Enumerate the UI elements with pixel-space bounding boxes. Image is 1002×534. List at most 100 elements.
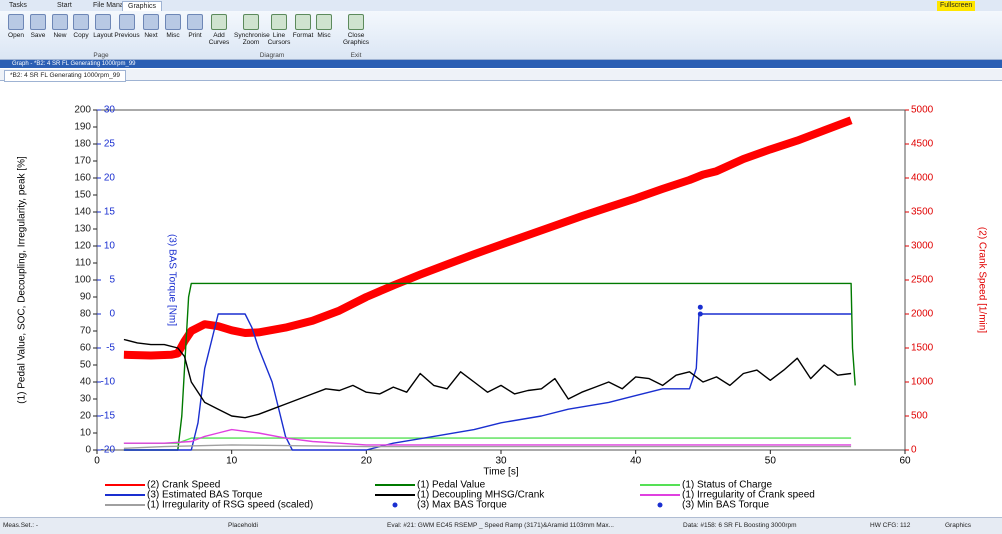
ribbon: Open Save New Copy Layout Previous Next Misc Pri…	[0, 11, 1002, 60]
button-label: Next	[144, 32, 158, 39]
button-label: Line Cursors	[267, 32, 291, 46]
legend-label: (2) Crank Speed	[147, 480, 220, 491]
tick-label: 40	[80, 377, 92, 388]
tick-label: 20	[104, 173, 116, 184]
status-item: Eval: #21: GWM EC45 RSEMP _ Speed Ramp (…	[387, 522, 614, 529]
tick-label: 500	[911, 411, 928, 422]
ribbon-button[interactable]: Next	[138, 14, 164, 39]
tick-label: 150	[74, 190, 91, 201]
tick-label: 10	[104, 241, 116, 252]
tick-label: 2000	[911, 309, 934, 320]
ribbon-group-label: Diagram	[259, 52, 285, 59]
ribbon-button[interactable]: Print	[182, 14, 208, 39]
button-label: Synchronise Zoom	[234, 32, 270, 46]
legend-label: (1) Pedal Value	[417, 480, 486, 491]
x-tick-label: 30	[495, 456, 507, 467]
button-icon	[348, 14, 364, 30]
button-label: Format	[292, 32, 314, 39]
ribbon-button[interactable]: Add Curves	[206, 14, 232, 46]
status-item: Meas.Set.: -	[3, 522, 39, 529]
legend-label: (3) Estimated BAS Torque	[147, 490, 263, 501]
window-title: Graph - *B2: 4 SR FL Generating 1000rpm_…	[0, 60, 1002, 68]
document-tab[interactable]: *B2: 4 SR FL Generating 1000rpm_99	[4, 70, 126, 82]
ribbon-button[interactable]: Previous	[114, 14, 140, 39]
button-icon	[30, 14, 46, 30]
tick-label: 25	[104, 139, 116, 150]
legend-label: (1) Decoupling MHSG/Crank	[417, 490, 545, 501]
ribbon-button[interactable]: Misc	[311, 14, 337, 39]
tab[interactable]: File Manager	[93, 2, 134, 9]
status-item: HW CFG: 112	[870, 522, 911, 529]
tick-label: 180	[74, 139, 91, 150]
button-icon	[119, 14, 135, 30]
series-line	[123, 444, 852, 449]
button-icon	[8, 14, 24, 30]
tick-label: 5	[109, 275, 115, 286]
button-icon	[52, 14, 68, 30]
tab[interactable]: Graphics	[122, 1, 163, 12]
button-icon	[271, 14, 287, 30]
tick-label: 70	[80, 326, 92, 337]
ribbon-group-label: Page	[93, 52, 109, 59]
y3-axis-label: (3) BAS Torque [Nm]	[166, 234, 177, 326]
ribbon-button[interactable]: Copy	[68, 14, 94, 39]
tick-label: 160	[74, 173, 91, 184]
ribbon-button[interactable]: Close Graphics	[343, 14, 369, 46]
tick-label: 5000	[911, 105, 934, 116]
tick-label: 120	[74, 241, 91, 252]
x-tick-label: 20	[361, 456, 373, 467]
tick-label: 1000	[911, 377, 934, 388]
tick-label: 30	[104, 105, 116, 116]
x-axis-label: Time [s]	[483, 467, 518, 478]
tick-label: 50	[80, 360, 92, 371]
tick-label: 110	[75, 258, 91, 269]
tick-label: 130	[74, 224, 91, 235]
ribbon-button[interactable]: Layout	[90, 14, 116, 39]
button-icon	[143, 14, 159, 30]
tick-label: 190	[74, 122, 91, 133]
tick-label: 60	[80, 343, 92, 354]
button-label: Print	[188, 32, 202, 39]
tick-label: 3000	[911, 241, 934, 252]
tick-label: -15	[101, 411, 116, 422]
tick-label: 90	[80, 292, 92, 303]
ribbon-button[interactable]: Save	[25, 14, 51, 39]
legend-label: (3) Min BAS Torque	[682, 500, 770, 511]
button-label: Close Graphics	[343, 32, 370, 46]
ribbon-button[interactable]: Synchronise Zoom	[234, 14, 270, 46]
tick-label: 4000	[911, 173, 934, 184]
tick-label: 4500	[911, 139, 934, 150]
tick-label: 0	[109, 309, 115, 320]
x-tick-label: 50	[765, 456, 777, 467]
tick-label: 30	[80, 394, 92, 405]
ribbon-button[interactable]: Line Cursors	[266, 14, 292, 46]
x-tick-label: 60	[899, 456, 911, 467]
tab-strip: Tasks Start File Manager Graphics Fullsc…	[0, 0, 1002, 12]
legend-label: (1) Irregularity of Crank speed	[682, 490, 815, 501]
document-tab-strip: *B2: 4 SR FL Generating 1000rpm_99	[0, 69, 1002, 82]
ribbon-button[interactable]: Format	[290, 14, 316, 39]
series-line	[123, 338, 852, 419]
tab[interactable]: Start	[57, 2, 72, 9]
button-label: Add Curves	[208, 32, 230, 46]
data-point	[697, 304, 703, 310]
tick-label: 200	[74, 105, 91, 116]
button-icon	[243, 14, 259, 30]
ribbon-button[interactable]: Misc	[160, 14, 186, 39]
series-line	[123, 428, 852, 446]
tick-label: 1500	[911, 343, 934, 354]
tab[interactable]: Tasks	[9, 2, 27, 9]
ribbon-button[interactable]: New	[47, 14, 73, 39]
button-icon	[73, 14, 89, 30]
y2-axis-label: (2) Crank Speed [1/min]	[976, 227, 987, 333]
button-label: Copy	[73, 32, 89, 39]
y-axis-label: (1) Pedal Value, SOC, Decoupling, Irregu…	[17, 156, 28, 404]
status-item: Graphics	[945, 522, 972, 529]
button-label: Open	[8, 32, 24, 39]
tick-label: 2500	[911, 275, 934, 286]
legend-marker	[392, 502, 398, 508]
button-icon	[165, 14, 181, 30]
ribbon-button[interactable]: Open	[3, 14, 29, 39]
fullscreen-button[interactable]: Fullscreen	[937, 1, 976, 11]
tick-label: -20	[101, 445, 116, 456]
